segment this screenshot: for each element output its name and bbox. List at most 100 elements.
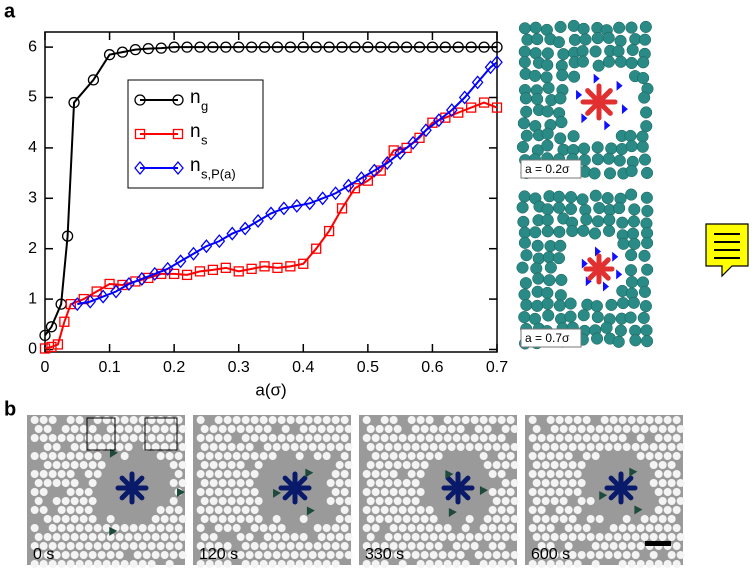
colloid (84, 506, 93, 514)
colloid (384, 497, 393, 505)
colloid (425, 524, 434, 532)
particle (590, 332, 604, 345)
particle (616, 216, 629, 229)
colloid (510, 515, 519, 523)
particle (542, 81, 555, 95)
ligand (616, 269, 623, 280)
colloid (672, 488, 681, 496)
colloid (438, 425, 447, 433)
particle (614, 34, 627, 47)
colloid (532, 497, 541, 505)
colloid (43, 425, 52, 433)
colloid (528, 452, 537, 460)
colloid (591, 434, 600, 442)
marker (401, 142, 412, 154)
colloid (124, 443, 133, 451)
particle (591, 141, 604, 154)
colloid (102, 416, 111, 424)
colloid (649, 533, 658, 541)
particle (520, 105, 533, 118)
marker (272, 262, 283, 273)
colloid (366, 425, 375, 433)
colloid (658, 479, 667, 487)
colloid (461, 416, 470, 424)
colloid (214, 416, 223, 424)
marker (259, 261, 270, 272)
particle (541, 105, 554, 118)
colloid (402, 461, 411, 469)
colloid (456, 533, 465, 541)
colloid (362, 470, 371, 478)
colloid (667, 533, 676, 541)
colloid (434, 452, 443, 460)
colloid (429, 515, 438, 523)
colloid (672, 542, 681, 550)
colloid (654, 560, 663, 568)
colloid (564, 470, 573, 478)
colloid (447, 551, 456, 559)
colloid (322, 452, 331, 460)
colloid (443, 416, 452, 424)
colloid (497, 434, 506, 442)
colloid (371, 452, 380, 460)
colloid (649, 443, 658, 451)
colloid (672, 416, 681, 424)
marker (439, 41, 451, 53)
colloid (75, 560, 84, 568)
colloid (304, 560, 313, 568)
particle (552, 252, 566, 265)
colloid (541, 461, 550, 469)
colloid (416, 506, 425, 514)
marker (39, 329, 51, 342)
colloid (479, 434, 488, 442)
colloid (268, 542, 277, 550)
colloid (223, 542, 232, 550)
colloid (106, 425, 115, 433)
colloid (169, 461, 178, 469)
colloid (286, 434, 295, 442)
colloid (389, 452, 398, 460)
colloid (362, 488, 371, 496)
colloid (483, 425, 492, 433)
colloid (75, 434, 84, 442)
particle (566, 224, 579, 238)
colloid (479, 416, 488, 424)
colloid (420, 425, 429, 433)
simulation-images: a = 0.2σ a = 0.7σ (516, 19, 654, 350)
colloid (631, 425, 640, 433)
colloid (151, 443, 160, 451)
colloid (340, 542, 349, 550)
colloid (402, 443, 411, 451)
colloid (335, 515, 344, 523)
colloid (236, 443, 245, 451)
comment-icon[interactable] (705, 223, 749, 278)
colloid (84, 542, 93, 550)
colloid (398, 452, 407, 460)
colloid (407, 506, 416, 514)
particle (567, 130, 580, 143)
colloid (61, 479, 70, 487)
particle (577, 22, 590, 35)
x-tick-label: 0.6 (421, 359, 443, 376)
colloid (559, 461, 568, 469)
colloid (93, 524, 102, 532)
colloid (70, 551, 79, 559)
marker (311, 243, 322, 254)
colloid (488, 524, 497, 532)
colloid (232, 506, 241, 514)
series-line (77, 61, 498, 306)
colloid (236, 461, 245, 469)
colloid (443, 560, 452, 568)
colloid (169, 533, 178, 541)
colloid (380, 452, 389, 460)
colloid (115, 551, 124, 559)
colloid (160, 533, 169, 541)
particle (541, 127, 554, 140)
colloid (676, 497, 685, 505)
particle (541, 297, 554, 310)
colloid (667, 443, 676, 451)
colloid (88, 479, 97, 487)
time-label: 0 s (33, 546, 54, 563)
colloid (407, 542, 416, 550)
colloid (416, 470, 425, 478)
